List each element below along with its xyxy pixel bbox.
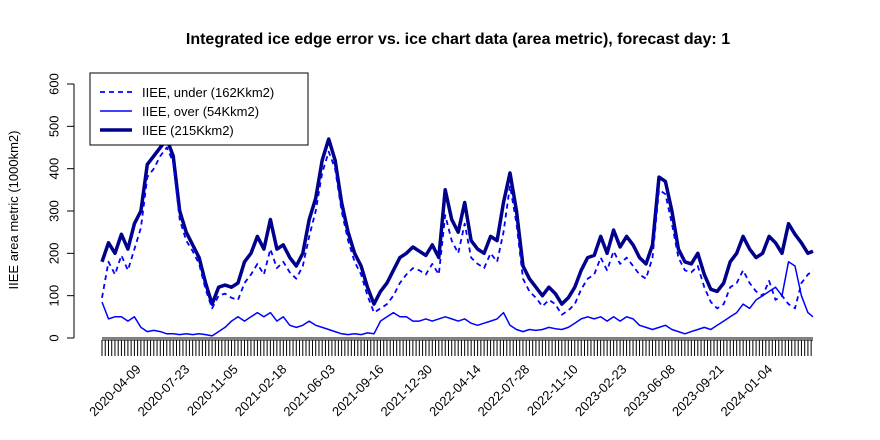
legend-box [89,72,309,146]
y-axis-label: IIEE area metric (1000km2) [6,131,21,290]
y-tick-label: 500 [47,115,62,137]
y-tick-label: 300 [47,200,62,222]
x-tick-label: 2020-04-09 [86,362,144,420]
plot-area [100,137,814,339]
x-tick-label: 2023-09-21 [669,362,727,420]
x-tick-label: 2022-04-14 [426,362,484,420]
x-tick-label: 2021-06-03 [280,362,338,420]
chart-title: Integrated ice edge error vs. ice chart … [186,31,730,48]
x-tick-label: 2024-01-04 [718,362,776,420]
legend-label: IIEE (215Kkm2) [142,123,234,138]
x-tick-label: 2021-09-16 [329,362,387,420]
y-axis: 0 100 200 300 400 500 600 [47,73,75,342]
x-tick-label: 2023-06-08 [620,362,678,420]
series-line-over [101,261,814,337]
y-tick-label: 400 [47,158,62,180]
series-line-total [100,137,814,306]
legend-label: IIEE, over (54Kkm2) [142,104,259,119]
y-tick-label: 200 [47,242,62,264]
x-axis: 2020-04-092020-07-232020-11-052021-02-18… [86,339,813,420]
x-tick-label: 2020-07-23 [135,362,193,420]
x-tick-label: 2021-12-30 [378,362,436,420]
y-tick-label: 600 [47,73,62,95]
x-tick-label: 2022-07-28 [475,362,533,420]
legend-label: IIEE, under (162Kkm2) [142,85,274,100]
y-tick-label: 0 [47,334,62,341]
x-tick-label: 2021-02-18 [232,362,290,420]
x-tick-label: 2023-02-23 [572,362,630,420]
legend: IIEE, under (162Kkm2) IIEE, over (54Kkm2)… [89,72,309,146]
y-tick-label: 100 [47,285,62,307]
